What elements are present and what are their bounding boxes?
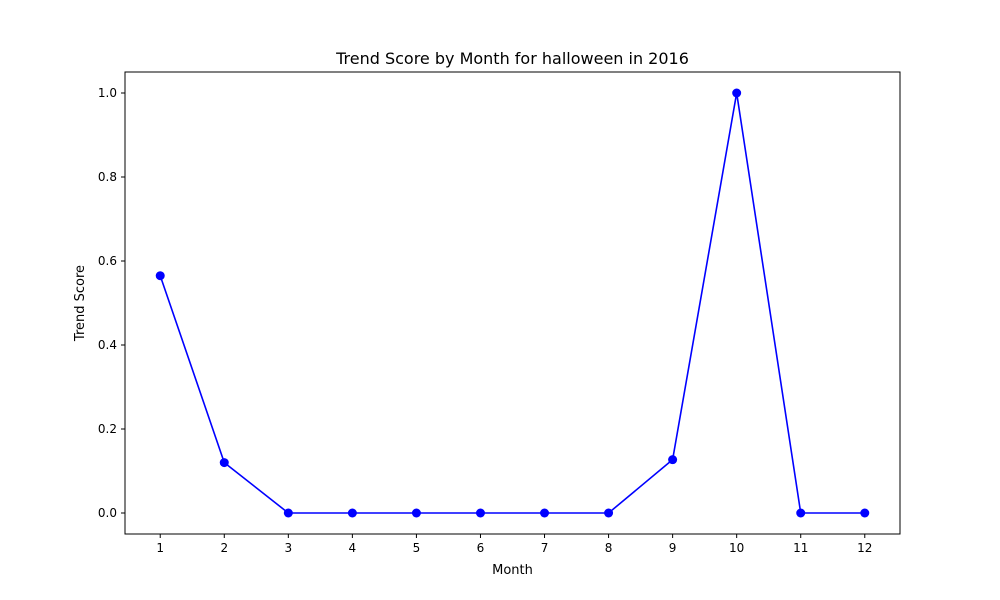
data-point — [347, 508, 357, 518]
chart-title: Trend Score by Month for halloween in 20… — [335, 49, 689, 68]
y-tick-label: 0.6 — [98, 254, 117, 268]
x-tick-label: 1 — [156, 541, 164, 555]
data-point — [540, 508, 550, 518]
y-tick-label: 0.8 — [98, 170, 117, 184]
plot-frame — [124, 71, 901, 535]
series-layer — [155, 88, 870, 518]
x-tick-label: 3 — [285, 541, 293, 555]
plot-area — [124, 71, 901, 535]
series-line — [159, 92, 865, 514]
data-point — [860, 508, 870, 518]
x-tick-label: 5 — [413, 541, 421, 555]
y-axis-label: Trend Score — [73, 265, 88, 342]
data-point — [219, 458, 229, 468]
data-point — [732, 88, 742, 98]
x-tick-label: 7 — [541, 541, 549, 555]
y-axis: 0.0 0.2 0.4 0.6 0.8 1.0 — [98, 86, 125, 520]
y-tick-label: 0.0 — [98, 506, 117, 520]
data-point — [668, 455, 678, 465]
x-tick-label: 10 — [729, 541, 744, 555]
x-tick-label: 12 — [857, 541, 872, 555]
data-point — [604, 508, 614, 518]
x-tick-label: 9 — [669, 541, 677, 555]
y-tick-label: 0.4 — [98, 338, 117, 352]
y-tick-label: 1.0 — [98, 86, 117, 100]
y-tick-label: 0.2 — [98, 422, 117, 436]
x-tick-label: 2 — [220, 541, 228, 555]
x-axis-label: Month — [492, 563, 533, 578]
x-tick-label: 4 — [349, 541, 357, 555]
data-point — [411, 508, 421, 518]
data-point — [155, 271, 165, 281]
data-point — [475, 508, 485, 518]
x-tick-label: 8 — [605, 541, 613, 555]
data-point — [796, 508, 806, 518]
x-axis: 1 2 3 4 5 6 7 8 9 10 11 12 — [156, 534, 872, 555]
x-tick-label: 6 — [477, 541, 485, 555]
x-tick-label: 11 — [793, 541, 808, 555]
data-point — [283, 508, 293, 518]
